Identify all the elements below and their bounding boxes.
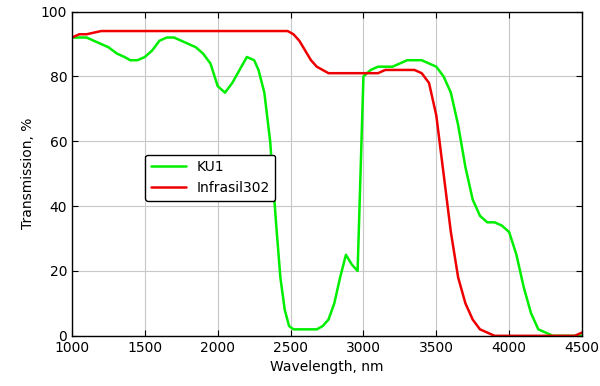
Infrasil302	[447, 230, 454, 234]
KU1	[549, 334, 556, 338]
Legend: KU1, Infrasil302: KU1, Infrasil302	[145, 155, 275, 201]
Infrasil302	[440, 171, 447, 176]
X-axis label: Wavelength, nm: Wavelength, nm	[270, 360, 384, 374]
Line: KU1: KU1	[72, 37, 582, 336]
KU1	[578, 334, 586, 338]
KU1	[105, 45, 112, 49]
KU1	[462, 165, 469, 169]
KU1	[447, 90, 454, 95]
Infrasil302	[338, 71, 345, 76]
Infrasil302	[83, 32, 90, 37]
Line: Infrasil302: Infrasil302	[72, 31, 582, 336]
Infrasil302	[284, 29, 291, 33]
KU1	[425, 61, 433, 66]
Y-axis label: Transmission, %: Transmission, %	[21, 118, 35, 229]
KU1	[440, 74, 447, 79]
Infrasil302	[98, 29, 105, 33]
Infrasil302	[68, 35, 76, 40]
Infrasil302	[578, 330, 586, 335]
Infrasil302	[491, 334, 498, 338]
KU1	[68, 35, 76, 40]
KU1	[498, 223, 505, 228]
Infrasil302	[112, 29, 119, 33]
